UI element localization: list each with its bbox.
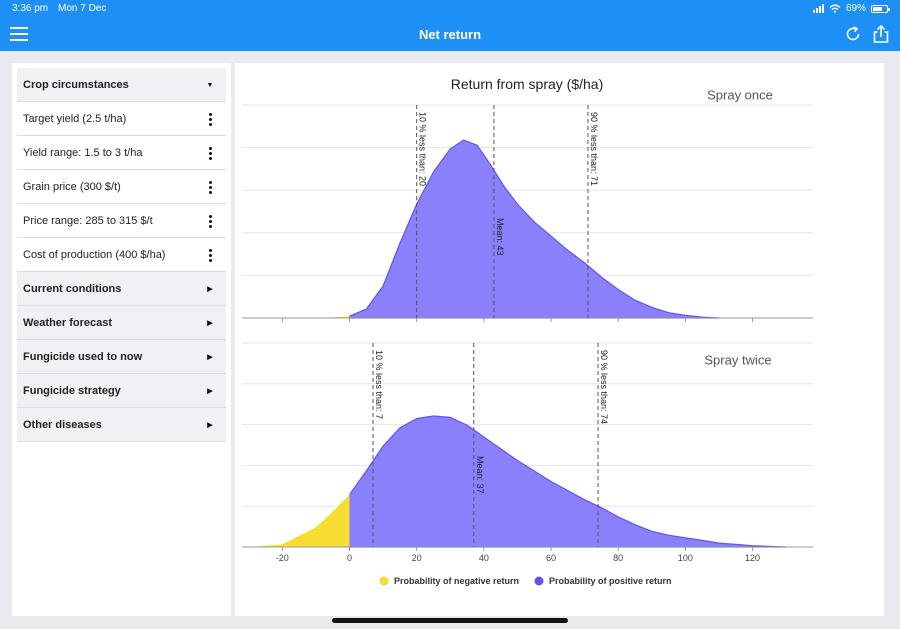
page-title: Net return <box>418 27 482 42</box>
sidebar-item[interactable]: Grain price (300 $/t) <box>17 170 226 204</box>
marker-label: 90 % less than: 74 <box>599 350 609 424</box>
marker-label: Mean: 43 <box>495 218 505 256</box>
more-vertical-icon[interactable] <box>204 136 216 170</box>
sidebar-item-label: Other diseases <box>23 418 102 431</box>
sidebar-item-label: Crop circumstances <box>23 78 129 91</box>
share-icon[interactable] <box>871 24 891 44</box>
chevron-right-icon[interactable]: ▶ <box>207 388 213 395</box>
sidebar-item[interactable]: Current conditions ▶ <box>17 272 226 306</box>
sidebar-item[interactable]: Fungicide strategy ▶ <box>17 374 226 408</box>
sidebar-item-label: Grain price (300 $/t) <box>23 180 121 193</box>
sidebar-item[interactable]: Fungicide used to now ▶ <box>17 340 226 374</box>
negative-return-area <box>248 494 350 547</box>
wifi-icon <box>829 4 841 13</box>
home-indicator[interactable] <box>332 618 568 623</box>
sidebar-item[interactable]: Cost of production (400 $/ha) <box>17 238 226 272</box>
x-tick-label: 20 <box>412 553 422 563</box>
more-vertical-icon[interactable] <box>204 238 216 272</box>
chevron-right-icon[interactable]: ▶ <box>207 354 213 361</box>
marker-label: Mean: 37 <box>475 456 485 494</box>
refresh-icon[interactable] <box>844 25 862 43</box>
status-bar: 3:36 pm Mon 7 Dec 69% <box>0 0 900 18</box>
positive-return-area <box>349 415 787 548</box>
sidebar-item[interactable]: Other diseases ▶ <box>17 408 226 442</box>
marker-label: 90 % less than: 71 <box>589 112 599 186</box>
sidebar-item-label: Cost of production (400 $/ha) <box>23 248 166 261</box>
chevron-right-icon[interactable]: ▶ <box>207 422 213 429</box>
x-tick-label: 40 <box>479 553 489 563</box>
sidebar-item[interactable]: Yield range: 1.5 to 3 t/ha <box>17 136 226 170</box>
cellular-signal-icon <box>812 4 824 13</box>
status-right: 69% <box>812 3 890 14</box>
chevron-down-icon[interactable]: ▼ <box>206 81 214 89</box>
nav-bar: Net return <box>0 18 900 51</box>
more-vertical-icon[interactable] <box>204 102 216 136</box>
sidebar-item-label: Price range: 285 to 315 $/t <box>23 214 153 227</box>
sidebar-item[interactable]: Price range: 285 to 315 $/t <box>17 204 226 238</box>
sidebar-item[interactable]: Target yield (2.5 t/ha) <box>17 102 226 136</box>
legend-swatch-positive <box>534 576 544 586</box>
settings-sidebar: Crop circumstances ▼ Target yield (2.5 t/h… <box>12 63 231 616</box>
more-vertical-icon[interactable] <box>204 170 216 204</box>
marker-label: 10 % less than: 20 <box>418 112 428 186</box>
sidebar-item-label: Fungicide strategy <box>23 384 121 397</box>
sidebar-item-label: Weather forecast <box>23 316 113 329</box>
chart-title: Return from spray ($/ha) <box>451 76 604 92</box>
sidebar-item-label: Fungicide used to now <box>23 350 143 363</box>
battery-percent: 69% <box>845 3 866 14</box>
legend-swatch-negative <box>379 576 389 586</box>
net-return-chart: Return from spray ($/ha) Spray once 10 % l… <box>242 76 813 586</box>
positive-return-area <box>349 139 720 319</box>
sidebar-item-label: Current conditions <box>23 282 122 295</box>
more-vertical-icon[interactable] <box>204 204 216 238</box>
settings-list: Crop circumstances ▼ Target yield (2.5 t/h… <box>17 68 226 442</box>
sidebar-item[interactable]: Weather forecast ▶ <box>17 306 226 340</box>
sidebar-item-label: Yield range: 1.5 to 3 t/ha <box>23 146 143 159</box>
sidebar-item[interactable]: Crop circumstances ▼ <box>17 68 226 102</box>
marker-label: 10 % less than: 7 <box>374 350 384 419</box>
status-date: Mon 7 Dec <box>58 3 107 14</box>
x-tick-label: 120 <box>745 553 760 563</box>
battery-icon <box>871 4 890 13</box>
x-tick-label: 100 <box>678 553 693 563</box>
status-time: 3:36 pm <box>12 3 49 14</box>
chevron-right-icon[interactable]: ▶ <box>207 320 213 327</box>
panel-label: Spray twice <box>704 353 771 368</box>
chart-panel: Return from spray ($/ha) Spray once 10 % l… <box>235 63 884 616</box>
x-tick-label: 80 <box>613 553 623 563</box>
x-tick-label: 60 <box>546 553 556 563</box>
menu-button[interactable] <box>10 27 28 41</box>
panel-label: Spray once <box>707 88 773 103</box>
x-tick-label: -20 <box>276 553 289 563</box>
legend-label: Probability of positive return <box>549 576 672 586</box>
chevron-right-icon[interactable]: ▶ <box>207 286 213 293</box>
sidebar-item-label: Target yield (2.5 t/ha) <box>23 112 127 125</box>
legend-label: Probability of negative return <box>394 576 519 586</box>
x-tick-label: 0 <box>347 553 352 563</box>
